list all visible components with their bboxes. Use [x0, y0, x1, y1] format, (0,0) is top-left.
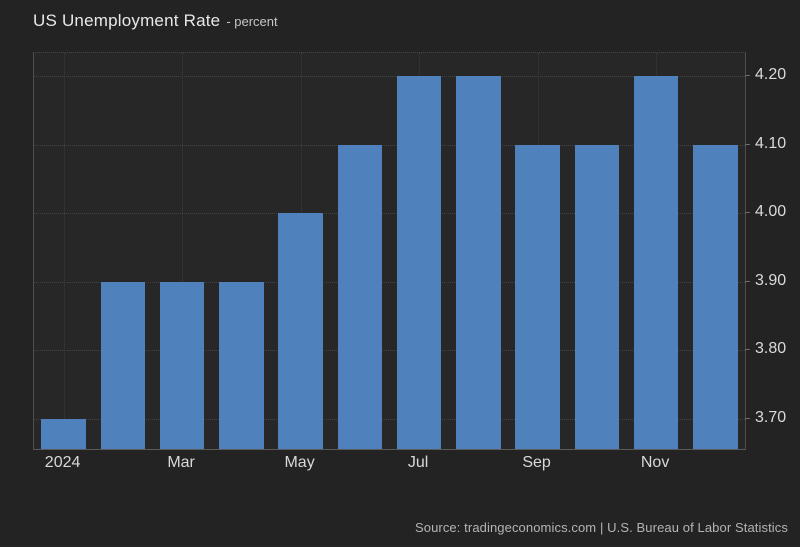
x-gridline	[182, 53, 184, 449]
y-tick-label: 4.10	[755, 134, 787, 152]
y-tick-label: 4.00	[755, 203, 787, 221]
y-gridline	[34, 418, 745, 420]
y-gridline	[34, 144, 745, 146]
y-tick-label: 3.80	[755, 340, 787, 358]
x-axis-labels: 2024 Mar May Jul Sep Nov	[33, 454, 744, 476]
y-tick-mark	[745, 349, 750, 351]
y-gridline	[34, 350, 745, 352]
y-tick-mark	[745, 417, 750, 419]
y-axis-labels: 3.70 3.80 3.90 4.00 4.10 4.20	[745, 52, 800, 448]
y-gridline	[34, 76, 745, 78]
bar-jan-2024[interactable]	[41, 418, 86, 449]
y-tick-mark	[745, 143, 750, 145]
chart-title: US Unemployment Rate	[33, 11, 221, 30]
bar-feb-2024[interactable]	[100, 281, 146, 449]
bar-apr-2024[interactable]	[219, 281, 264, 449]
bar-oct-2024[interactable]	[574, 144, 620, 449]
y-gridline	[34, 281, 745, 283]
bar-may-2024[interactable]	[278, 213, 323, 449]
y-gridline	[34, 213, 745, 215]
x-tick-label: Mar	[167, 454, 195, 471]
bar-jul-2024[interactable]	[396, 76, 442, 449]
x-tick-label: May	[284, 454, 315, 471]
chart-header: US Unemployment Rate - percent	[33, 11, 278, 31]
y-tick-mark	[745, 75, 750, 77]
y-tick-mark	[745, 280, 750, 282]
y-tick-label: 3.70	[755, 408, 787, 426]
x-tick-label: Sep	[522, 454, 551, 471]
y-tick-mark	[745, 212, 750, 214]
chart-subtitle: - percent	[226, 14, 278, 29]
bar-dec-2024[interactable]	[693, 144, 738, 449]
x-tick-label: 2024	[44, 454, 81, 471]
bar-mar-2024[interactable]	[159, 281, 205, 449]
bar-jun-2024[interactable]	[337, 144, 383, 449]
x-gridline	[63, 53, 65, 449]
x-tick-label: Nov	[640, 454, 670, 471]
y-tick-label: 4.20	[755, 66, 787, 84]
bar-sep-2024[interactable]	[515, 144, 560, 449]
bar-aug-2024[interactable]	[456, 76, 501, 449]
x-tick-label: Jul	[407, 454, 429, 471]
plot-area	[33, 52, 746, 450]
source-attribution: Source: tradingeconomics.com | U.S. Bure…	[414, 520, 788, 535]
y-tick-label: 3.90	[755, 271, 787, 289]
bar-nov-2024[interactable]	[633, 76, 679, 449]
